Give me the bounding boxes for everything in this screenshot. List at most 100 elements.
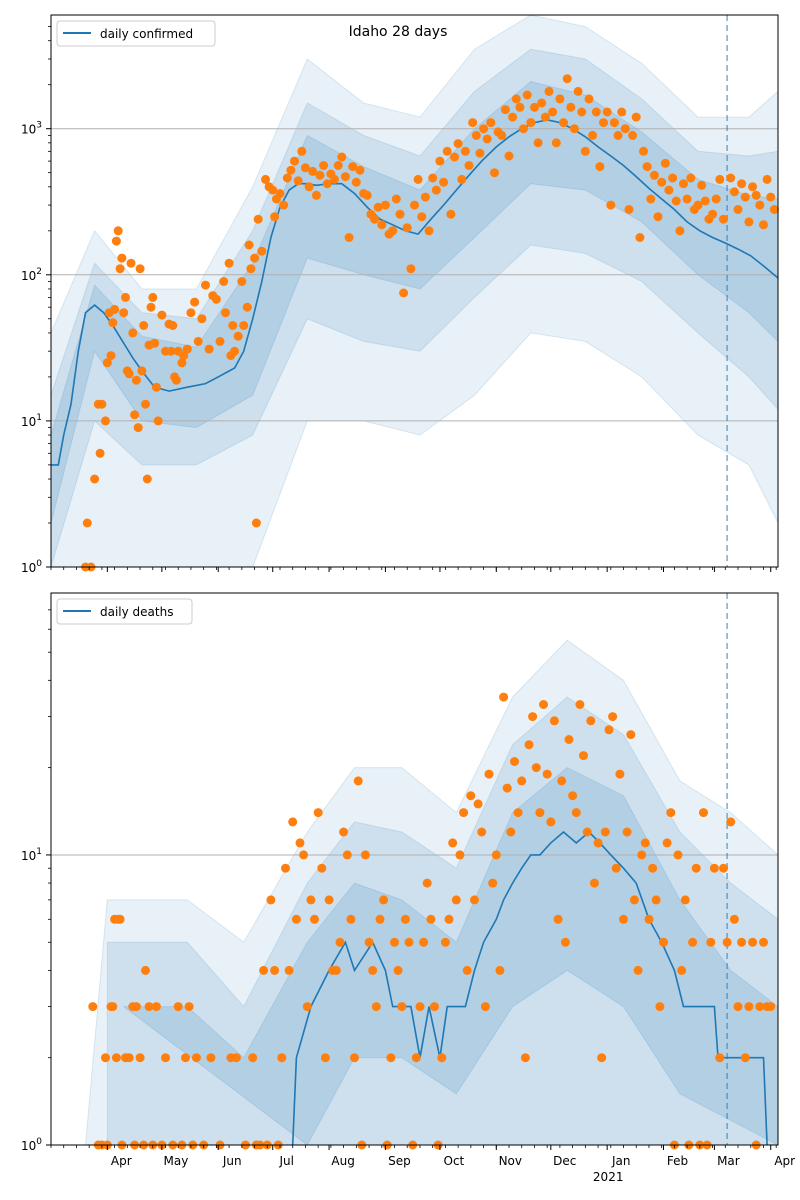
legend[interactable]: daily confirmed	[56, 20, 216, 47]
data-point	[141, 399, 150, 409]
data-point	[471, 130, 481, 140]
data-point	[659, 937, 668, 947]
data-point	[340, 172, 350, 182]
data-point	[622, 827, 632, 837]
data-point	[679, 179, 688, 189]
data-point	[419, 937, 429, 947]
data-point	[495, 965, 505, 975]
data-point	[373, 202, 383, 212]
data-point	[286, 165, 296, 175]
data-point	[737, 937, 747, 947]
data-point	[339, 827, 349, 837]
data-point	[486, 118, 496, 128]
data-point	[737, 179, 747, 189]
data-point	[482, 134, 492, 144]
observation-points	[81, 74, 779, 572]
y-axis-ticks: 100 101 102 103	[21, 26, 51, 575]
data-point	[130, 410, 140, 420]
series-line	[291, 830, 768, 1146]
data-point	[319, 161, 329, 170]
data-point	[310, 914, 319, 924]
data-point	[397, 1002, 407, 1012]
data-point	[646, 194, 656, 204]
data-point	[386, 1053, 396, 1063]
data-point	[133, 423, 143, 433]
chart-title: Idaho 28 days	[349, 24, 448, 40]
data-point	[542, 769, 552, 779]
data-point	[593, 838, 603, 848]
data-point	[417, 212, 427, 222]
data-point	[215, 336, 225, 346]
data-point	[499, 692, 509, 702]
data-point	[644, 914, 654, 924]
data-point	[440, 937, 450, 947]
data-point	[557, 776, 567, 786]
data-point	[173, 1002, 183, 1012]
data-point	[308, 166, 318, 176]
data-point	[291, 914, 301, 924]
data-point	[640, 838, 650, 848]
data-point	[228, 321, 238, 330]
data-point	[766, 192, 776, 202]
data-point	[530, 102, 539, 112]
data-point	[479, 124, 489, 134]
data-point	[330, 174, 339, 184]
data-point	[711, 194, 721, 204]
data-point	[275, 189, 285, 198]
data-point	[693, 200, 703, 210]
data-point	[113, 226, 123, 236]
data-point	[755, 200, 765, 210]
data-point	[82, 518, 92, 528]
data-point	[335, 937, 345, 947]
data-point	[344, 233, 354, 242]
data-point	[108, 318, 118, 328]
data-point	[490, 168, 499, 178]
data-point	[455, 850, 465, 860]
data-point	[475, 148, 485, 158]
data-point	[497, 130, 507, 140]
data-point	[470, 895, 479, 905]
data-point	[682, 194, 692, 204]
data-point	[371, 1002, 381, 1012]
data-point	[101, 416, 110, 426]
y-axis-ticks: 100 101	[21, 609, 51, 1153]
data-point	[102, 358, 112, 368]
data-point	[709, 863, 719, 873]
data-point	[395, 209, 405, 219]
uncertainty-bands	[84, 639, 779, 1146]
data-point	[128, 328, 138, 338]
data-point	[259, 965, 269, 975]
data-point	[611, 863, 621, 873]
data-point	[348, 162, 358, 172]
y-tick-label: 101	[21, 413, 42, 429]
data-point	[588, 130, 598, 140]
data-point	[571, 808, 581, 818]
data-point	[95, 448, 105, 458]
data-point	[748, 937, 758, 947]
data-point	[631, 112, 641, 122]
band-inner	[122, 767, 779, 1146]
data-point	[124, 369, 134, 379]
data-point	[320, 1053, 330, 1063]
data-point	[131, 375, 141, 385]
data-point	[430, 1002, 439, 1012]
data-point	[324, 895, 334, 905]
data-point	[539, 700, 548, 709]
legend[interactable]: daily deaths	[56, 598, 193, 625]
data-point	[500, 105, 510, 115]
data-point	[257, 246, 267, 256]
data-point	[740, 1053, 750, 1063]
data-point	[304, 182, 314, 192]
data-point	[715, 174, 725, 184]
data-point	[346, 914, 356, 924]
data-point	[191, 1053, 201, 1063]
data-point	[628, 130, 638, 140]
data-point	[355, 165, 365, 175]
data-point	[402, 223, 412, 233]
data-point	[642, 162, 652, 172]
data-point	[431, 185, 441, 195]
data-point	[744, 1002, 754, 1012]
data-point	[126, 258, 136, 268]
data-point	[219, 277, 229, 286]
data-point	[424, 226, 434, 236]
